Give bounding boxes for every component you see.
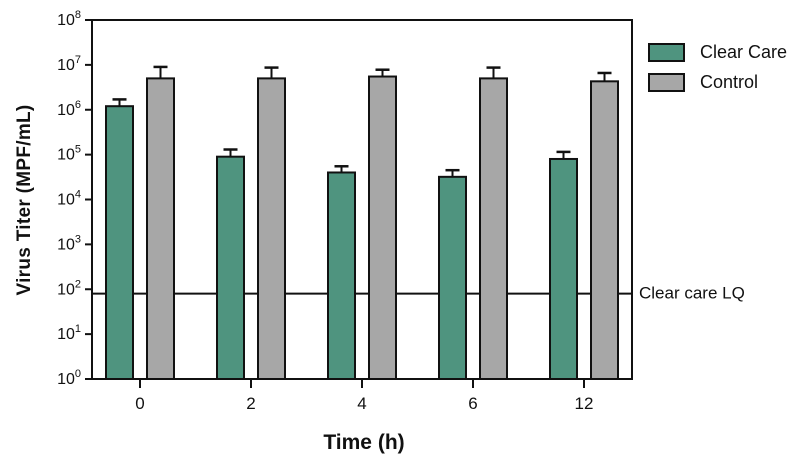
x-tick-label: 12 bbox=[575, 394, 594, 413]
y-tick-label: 102 bbox=[57, 278, 81, 298]
bar-control-6 bbox=[479, 77, 508, 380]
bar-clear-care-2 bbox=[216, 155, 245, 380]
y-tick-label: 106 bbox=[57, 99, 81, 119]
legend-swatch-clear-care bbox=[648, 43, 685, 62]
legend-label-control: Control bbox=[700, 72, 759, 92]
y-tick-label: 100 bbox=[57, 368, 81, 388]
x-tick-label: 0 bbox=[135, 394, 144, 413]
legend-item-control: Control bbox=[648, 72, 787, 93]
y-tick-label: 107 bbox=[57, 54, 81, 74]
bar-control-2 bbox=[257, 77, 286, 380]
y-axis-title: Virus Titer (MPF/mL) bbox=[14, 104, 35, 296]
y-tick-label: 103 bbox=[57, 233, 81, 253]
y-tick-label: 108 bbox=[57, 9, 81, 29]
bar-clear-care-6 bbox=[438, 175, 467, 380]
legend-label-clear-care: Clear Care bbox=[700, 42, 788, 62]
y-tick-label: 105 bbox=[57, 144, 81, 164]
legend-swatch-control bbox=[648, 73, 685, 92]
x-tick-label: 6 bbox=[468, 394, 477, 413]
bar-control-4 bbox=[368, 75, 397, 381]
x-tick-label: 2 bbox=[246, 394, 255, 413]
reference-line-label: Clear care LQ bbox=[639, 283, 745, 303]
bar-clear-care-12 bbox=[549, 157, 578, 380]
x-axis-title: Time (h) bbox=[323, 431, 405, 454]
bar-control-12 bbox=[590, 80, 619, 381]
legend-item-clear-care: Clear Care bbox=[648, 42, 787, 63]
bar-control-0 bbox=[146, 77, 175, 380]
bar-clear-care-0 bbox=[105, 105, 134, 380]
legend: Clear Care Control bbox=[648, 42, 787, 93]
y-tick-label: 104 bbox=[57, 189, 81, 209]
bar-clear-care-4 bbox=[327, 171, 356, 380]
y-tick-label: 101 bbox=[57, 323, 81, 343]
x-tick-label: 4 bbox=[357, 394, 366, 413]
